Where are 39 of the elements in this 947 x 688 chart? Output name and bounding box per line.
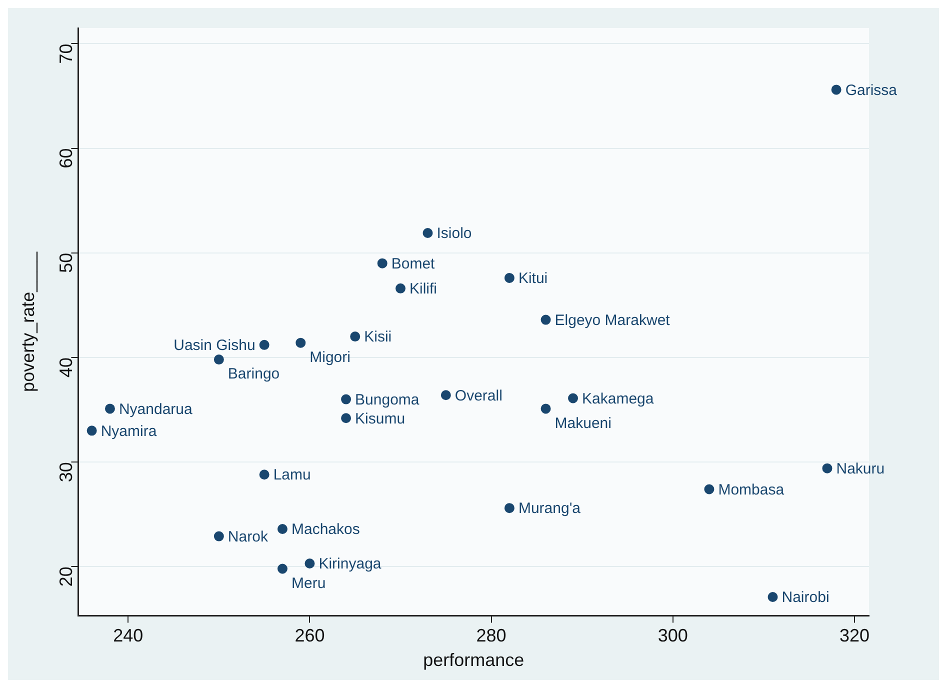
y-tick-label: 60 xyxy=(56,148,76,168)
x-tick-label: 300 xyxy=(658,626,688,646)
series-label: Bungoma xyxy=(355,391,420,408)
series-label: Uasin Gishu xyxy=(174,337,256,354)
series-label: Isiolo xyxy=(436,225,472,242)
series-label: Overall xyxy=(454,387,502,404)
series-label: Narok xyxy=(228,528,268,546)
series-label: Kisii xyxy=(364,328,392,346)
series-label: Nyamira xyxy=(100,422,158,440)
y-tick-label: 30 xyxy=(56,462,76,482)
x-tick-label: 320 xyxy=(839,626,870,646)
series-label: Machakos xyxy=(291,521,360,538)
x-tick-label: 260 xyxy=(294,626,325,646)
x-tick-label: 280 xyxy=(476,626,506,646)
series-label: Nairobi xyxy=(782,589,830,606)
series-label: Nyandarua xyxy=(118,400,194,418)
y-axis-title: poverty_rate____ xyxy=(18,250,38,392)
y-tick-label: 50 xyxy=(56,252,76,273)
series-label: Mombasa xyxy=(718,481,785,498)
series-label: Makueni xyxy=(554,414,612,432)
series-label: Murang'a xyxy=(518,500,582,518)
series-label: Migori xyxy=(310,348,350,366)
series-label: Lamu xyxy=(273,466,311,484)
series-label: Baringo xyxy=(228,366,280,383)
x-tick-label: 240 xyxy=(113,626,144,646)
series-label: Kilifi xyxy=(410,280,438,298)
y-tick-label: 20 xyxy=(56,566,76,587)
series-label: Bomet xyxy=(391,255,436,272)
series-label: Kakamega xyxy=(582,390,654,408)
series-label: Kisumu xyxy=(355,410,406,428)
series-label: Elgeyo Marakwet xyxy=(554,312,671,329)
y-tick-label: 40 xyxy=(56,357,76,378)
series-label: Meru xyxy=(291,574,326,592)
y-tick-label: 70 xyxy=(56,44,76,64)
series-label: Nakuru xyxy=(836,460,885,478)
series-label: Kirinyaga xyxy=(318,556,382,573)
x-axis-title: performance xyxy=(423,650,524,670)
series-label: Kitui xyxy=(518,270,548,288)
series-label: Garissa xyxy=(845,82,898,99)
